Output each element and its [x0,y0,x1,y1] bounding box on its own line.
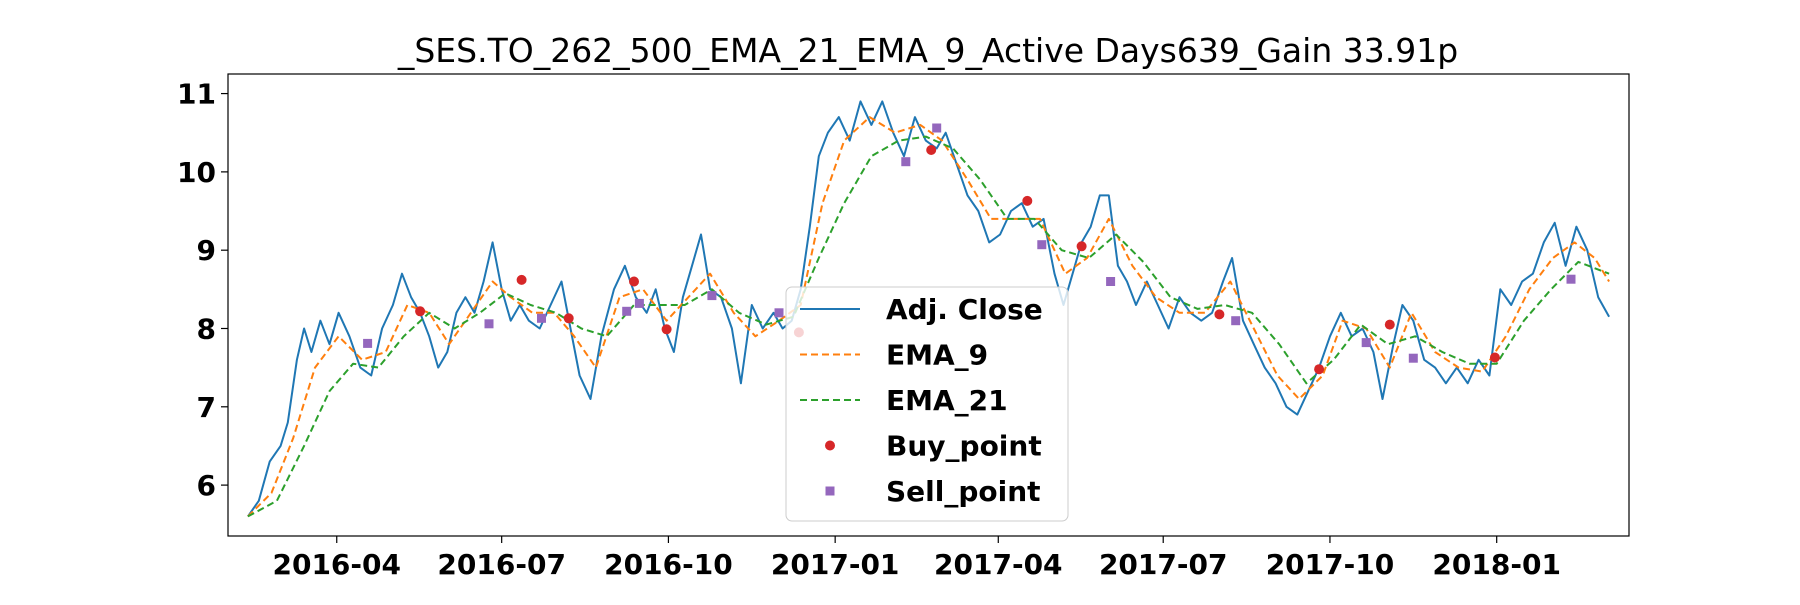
legend-box [785,286,1069,522]
plot-frame [227,73,1630,537]
buy-point-marker [661,324,672,335]
chart-title: _SES.TO_262_500_EMA_21_EMA_9_Active Days… [397,31,1458,70]
y-tick-label: 6 [197,469,216,502]
sell-point-marker [1408,353,1418,363]
sell-point-marker [484,319,494,329]
buy-point-marker [516,274,527,285]
sell-point-marker [901,157,911,167]
x-tick-label: 2016-04 [272,548,401,581]
sell-point-marker [363,338,373,348]
buy-point-marker [1076,241,1087,252]
buy-point-marker [1214,309,1225,320]
x-tick-label: 2017-01 [771,548,900,581]
x-tick-label: 2017-10 [1266,548,1395,581]
sell-point-marker [1037,240,1047,250]
buy-point-marker [629,276,639,287]
buy-point-marker [926,145,937,155]
axis-layer: 6 7 8 9 10 11 2016-04 2016-07 2016-10 2017-01 2017… [177,78,1561,581]
sell-point-marker [1361,338,1371,348]
legend-swatch-sell-point [825,486,835,496]
x-tick-label: 2017-07 [1099,548,1228,581]
x-tick-label: 2016-10 [604,548,733,581]
sell-point-marker [707,291,717,301]
x-tick-label: 2016-07 [437,548,566,581]
buy-point-marker [1314,364,1325,375]
sell-point-marker [1566,274,1576,284]
buy-point-marker [563,313,574,324]
y-tick-label: 8 [197,312,216,345]
sell-point-marker [537,313,546,323]
sell-point-marker [622,306,632,316]
y-tick-label: 9 [197,234,216,267]
legend-label-buy-point: Buy_point [886,430,1042,463]
sell-point-marker [634,298,644,308]
sell-point-marker [932,123,942,133]
buy-point-marker [1022,195,1033,206]
legend-label-adj-close: Adj. Close [886,293,1043,326]
x-tick-label: 2018-01 [1432,548,1561,581]
sell-point-marker [774,308,784,318]
legend-label-ema-9: EMA_9 [886,339,988,372]
y-tick-label: 11 [177,78,216,111]
buy-point-marker [1489,352,1500,363]
series-line-ema-9 [247,116,1610,518]
buy-point-marker [1384,319,1395,330]
sell-point-marker [1106,277,1116,286]
sell-point-marker [1231,316,1241,326]
legend-label-ema-21: EMA_21 [886,384,1008,417]
y-tick-label: 7 [197,391,216,424]
legend-label-sell-point: Sell_point [886,475,1041,508]
buy-point-marker [415,306,426,317]
x-tick-label: 2017-04 [934,548,1063,581]
legend-swatch-buy-point [825,440,835,451]
legend: Adj. Close EMA_9 EMA_21 Buy_point Sell_point [785,286,1069,522]
series-line-ema-21 [247,135,1610,518]
y-tick-label: 10 [177,156,216,189]
